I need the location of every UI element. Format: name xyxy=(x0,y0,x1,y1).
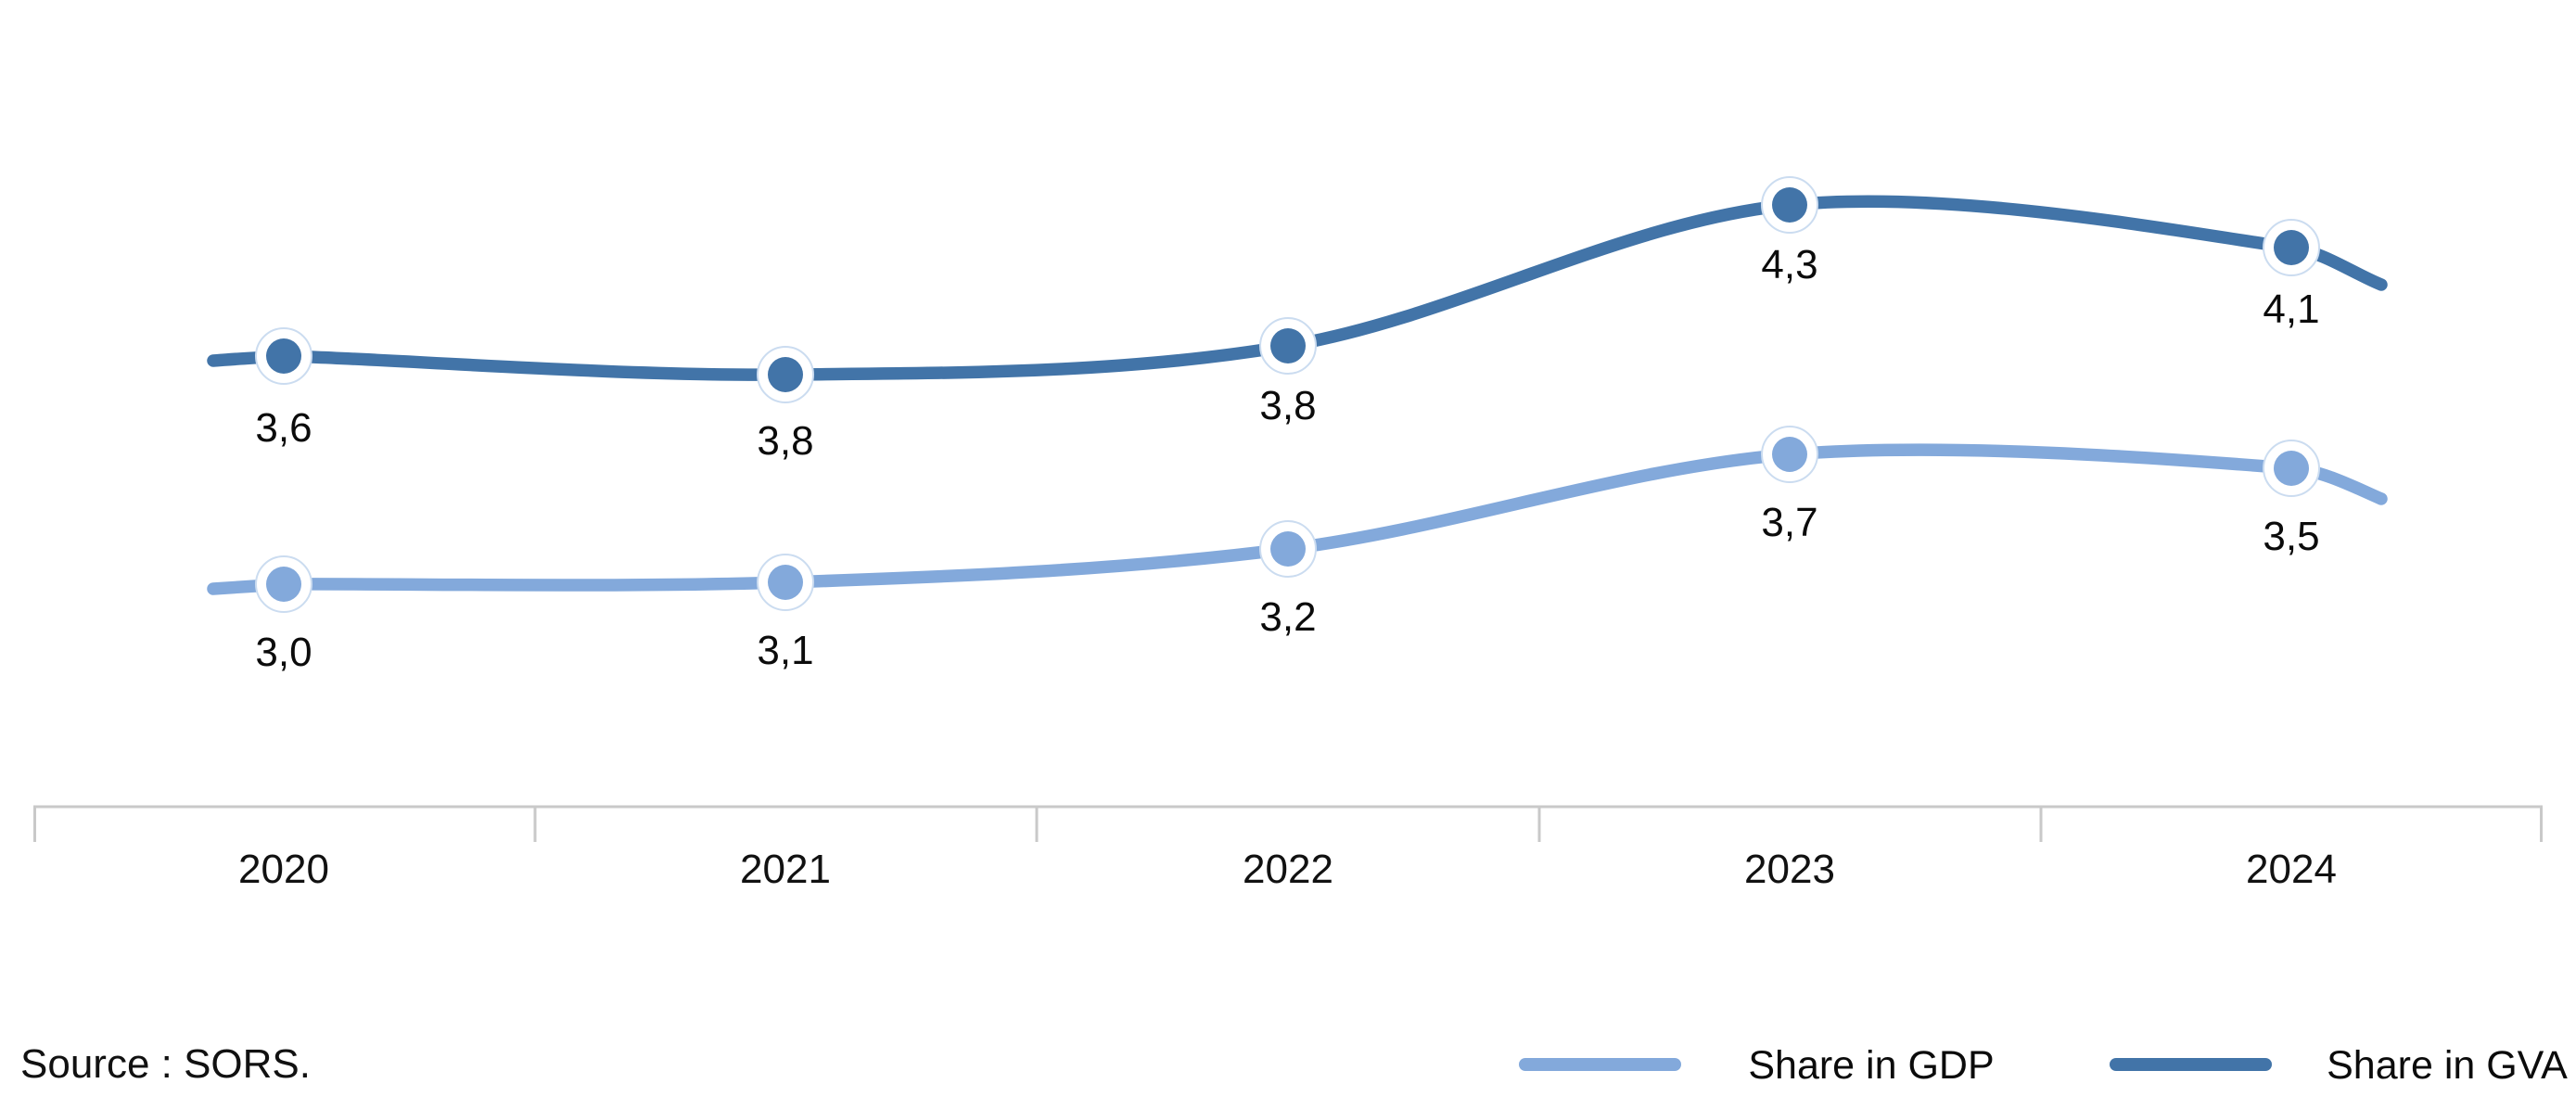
gdp-label-2020: 3,0 xyxy=(255,630,312,675)
x-tick-label-2024: 2024 xyxy=(2246,847,2337,892)
gva-point-2024 xyxy=(2274,230,2309,265)
gdp-label-2024: 3,5 xyxy=(2263,514,2319,559)
x-tick-label-2020: 2020 xyxy=(238,847,329,892)
x-tick-label-2021: 2021 xyxy=(740,847,831,892)
legend-swatch-gdp xyxy=(1519,1058,1681,1071)
x-tick-label-2022: 2022 xyxy=(1243,847,1333,892)
gdp-label-2022: 3,2 xyxy=(1259,594,1316,640)
gdp-point-2021 xyxy=(768,565,803,600)
gdp-point-2023 xyxy=(1772,437,1807,472)
gdp-point-2022 xyxy=(1270,531,1306,567)
legend-swatch-gva xyxy=(2110,1058,2272,1071)
gdp-label-2021: 3,1 xyxy=(757,628,813,673)
gva-label-2021: 3,8 xyxy=(757,418,813,464)
legend-label-gva: Share in GVA xyxy=(2327,1043,2568,1088)
gva-label-2024: 4,1 xyxy=(2263,287,2319,332)
gdp-point-2020 xyxy=(266,567,301,602)
gdp-label-2023: 3,7 xyxy=(1761,500,1817,545)
gva-markers xyxy=(255,176,2320,403)
gva-point-2020 xyxy=(266,338,301,374)
gva-point-2022 xyxy=(1270,328,1306,363)
legend: Share in GDP Share in GVA xyxy=(1519,1043,2568,1088)
gva-label-2022: 3,8 xyxy=(1259,383,1316,428)
legend-label-gdp: Share in GDP xyxy=(1748,1043,1994,1088)
gdp-point-2024 xyxy=(2274,451,2309,486)
gva-point-2021 xyxy=(768,357,803,392)
source-note: Source : SORS. xyxy=(20,1041,311,1087)
x-tick-label-2023: 2023 xyxy=(1744,847,1835,892)
gva-label-2020: 3,6 xyxy=(255,405,312,451)
gva-label-2023: 4,3 xyxy=(1761,242,1817,287)
gdp-markers xyxy=(255,426,2320,613)
gva-point-2023 xyxy=(1772,187,1807,223)
